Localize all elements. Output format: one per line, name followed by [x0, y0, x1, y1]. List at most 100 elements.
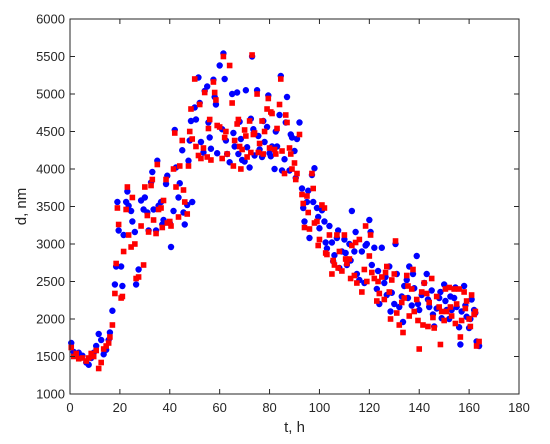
blue-circle-point — [310, 198, 317, 206]
red-square-point — [124, 184, 131, 190]
blue-circle-point — [363, 240, 371, 248]
blue-circle-point — [371, 244, 378, 251]
red-square-point — [314, 218, 320, 225]
red-square-point — [269, 110, 275, 117]
red-square-point — [181, 199, 188, 205]
red-square-point — [158, 205, 164, 211]
red-square-point — [90, 353, 97, 360]
blue-circle-point — [288, 134, 296, 141]
red-square-point — [188, 106, 194, 112]
blue-circle-point — [321, 218, 328, 225]
red-square-point — [189, 136, 196, 142]
red-square-point — [451, 286, 457, 292]
red-square-point — [135, 274, 142, 280]
red-square-point — [120, 248, 127, 255]
red-square-point — [316, 236, 323, 243]
red-square-point — [447, 304, 454, 310]
blue-circle-point — [120, 231, 127, 239]
red-square-point — [88, 350, 95, 357]
red-square-point — [403, 272, 410, 279]
red-square-point — [301, 224, 308, 231]
y-tick-label: 6000 — [36, 12, 65, 27]
blue-circle-point — [334, 227, 342, 234]
blue-circle-point — [212, 101, 220, 108]
x-axis-label: t, h — [284, 419, 305, 436]
blue-circle-point — [241, 158, 248, 165]
red-square-point — [473, 343, 480, 349]
red-square-point — [281, 170, 288, 177]
red-square-point — [287, 151, 294, 157]
x-tick-label: 100 — [309, 400, 331, 415]
red-square-point — [463, 298, 470, 304]
blue-circle-point — [170, 207, 177, 215]
blue-circle-point — [301, 218, 308, 225]
blue-circle-point — [437, 288, 444, 296]
red-square-point — [75, 355, 82, 362]
red-square-point — [291, 160, 298, 166]
blue-circle-point — [242, 87, 250, 94]
red-square-point — [83, 358, 90, 364]
blue-circle-point — [457, 341, 464, 348]
blue-circle-point — [348, 207, 356, 215]
red-square-point — [294, 170, 300, 177]
y-tick-label: 1000 — [36, 387, 65, 402]
red-square-point — [150, 217, 157, 223]
blue-circle-point — [352, 228, 359, 236]
red-square-point — [201, 89, 208, 96]
x-tick-label: 140 — [408, 400, 430, 415]
y-tick-label: 4500 — [36, 124, 65, 139]
red-square-point — [376, 290, 383, 297]
red-square-point — [468, 292, 475, 298]
red-square-point — [236, 143, 243, 150]
blue-circle-point — [150, 206, 157, 213]
red-square-point — [398, 299, 405, 306]
blue-circle-point — [413, 252, 420, 260]
blue-circle-point — [442, 297, 449, 305]
red-square-point — [274, 125, 280, 132]
red-square-point — [168, 223, 174, 229]
red-square-point — [443, 308, 450, 315]
red-square-point — [259, 118, 265, 124]
red-square-point — [362, 223, 369, 229]
blue-circle-point — [391, 300, 398, 308]
red-square-point — [216, 124, 223, 130]
red-square-point — [100, 346, 107, 352]
red-square-point — [472, 308, 479, 315]
red-square-point — [456, 286, 462, 292]
blue-circle-point — [314, 213, 322, 221]
red-square-point — [205, 125, 212, 132]
red-square-point — [413, 296, 420, 303]
red-square-point — [396, 322, 403, 328]
red-square-point — [85, 355, 92, 361]
red-square-point — [361, 266, 368, 273]
red-square-point — [114, 205, 121, 211]
red-square-point — [224, 151, 230, 157]
blue-circle-point — [149, 168, 156, 176]
blue-circle-point — [235, 150, 242, 158]
blue-circle-point — [119, 282, 126, 290]
red-square-point — [446, 284, 452, 291]
red-square-point — [105, 340, 112, 346]
red-square-point — [405, 283, 411, 289]
blue-circle-point — [197, 138, 205, 146]
red-square-point — [315, 242, 321, 249]
y-tick-label: 2500 — [36, 274, 65, 289]
red-square-point — [145, 229, 152, 235]
red-square-point — [171, 130, 178, 136]
x-tick-label: 0 — [66, 400, 73, 415]
red-square-point — [400, 329, 406, 336]
blue-circle-point — [351, 248, 358, 255]
red-square-point — [198, 155, 204, 162]
red-square-point — [195, 152, 202, 159]
blue-circle-point — [117, 263, 125, 270]
red-square-point — [148, 182, 154, 189]
red-square-point — [339, 268, 345, 274]
red-square-point — [441, 317, 447, 324]
red-square-point — [279, 148, 285, 154]
red-square-point — [367, 232, 374, 238]
red-square-point — [386, 289, 393, 295]
red-square-point — [251, 130, 258, 136]
red-square-point — [180, 187, 187, 193]
red-square-point — [249, 52, 255, 58]
blue-circle-point — [221, 75, 228, 83]
